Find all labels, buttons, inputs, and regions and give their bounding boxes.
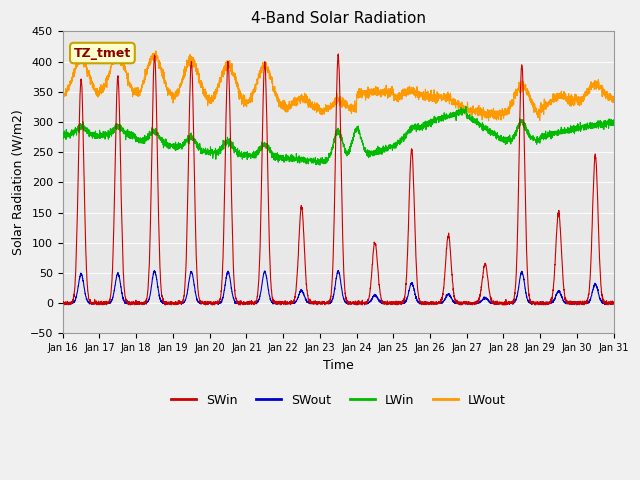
SWin <box>402 284 410 289</box>
SWin <box>59 300 67 305</box>
Line: LWin: LWin <box>63 106 614 165</box>
LWin <box>316 162 324 168</box>
LWin <box>212 150 220 156</box>
LWin <box>177 143 184 148</box>
LWin <box>610 117 618 123</box>
SWin <box>177 300 185 305</box>
SWin <box>213 300 221 305</box>
LWout <box>177 83 185 88</box>
Text: TZ_tmet: TZ_tmet <box>74 47 131 60</box>
LWin <box>392 139 400 145</box>
SWout <box>59 300 67 306</box>
SWout <box>177 300 185 306</box>
SWout <box>239 302 247 308</box>
LWout <box>213 91 221 97</box>
SWout <box>610 301 618 307</box>
LWout <box>557 96 565 102</box>
SWout <box>213 300 221 306</box>
SWin <box>392 299 400 304</box>
SWin <box>610 300 618 306</box>
LWout <box>402 93 410 98</box>
Y-axis label: Solar Radiation (W/m2): Solar Radiation (W/m2) <box>11 109 24 255</box>
LWout <box>484 118 492 123</box>
SWin <box>557 250 565 255</box>
Line: SWin: SWin <box>63 54 614 305</box>
LWout <box>610 96 618 102</box>
SWin <box>95 302 103 308</box>
SWout <box>150 268 158 274</box>
SWout <box>392 300 400 306</box>
Legend: SWin, SWout, LWin, LWout: SWin, SWout, LWin, LWout <box>166 388 511 411</box>
LWin <box>557 126 565 132</box>
LWout <box>59 94 67 100</box>
Title: 4-Band Solar Radiation: 4-Band Solar Radiation <box>251 11 426 26</box>
SWin <box>335 51 342 57</box>
LWout <box>392 97 400 103</box>
SWout <box>402 299 410 304</box>
LWin <box>59 132 67 138</box>
LWin <box>402 136 410 142</box>
SWout <box>557 293 565 299</box>
Line: SWout: SWout <box>63 271 614 305</box>
LWout <box>115 46 122 51</box>
LWin <box>462 103 470 109</box>
X-axis label: Time: Time <box>323 359 353 372</box>
LWin <box>610 119 618 125</box>
SWin <box>610 300 618 306</box>
LWout <box>610 96 618 102</box>
Line: LWout: LWout <box>63 48 614 120</box>
SWout <box>610 300 618 305</box>
